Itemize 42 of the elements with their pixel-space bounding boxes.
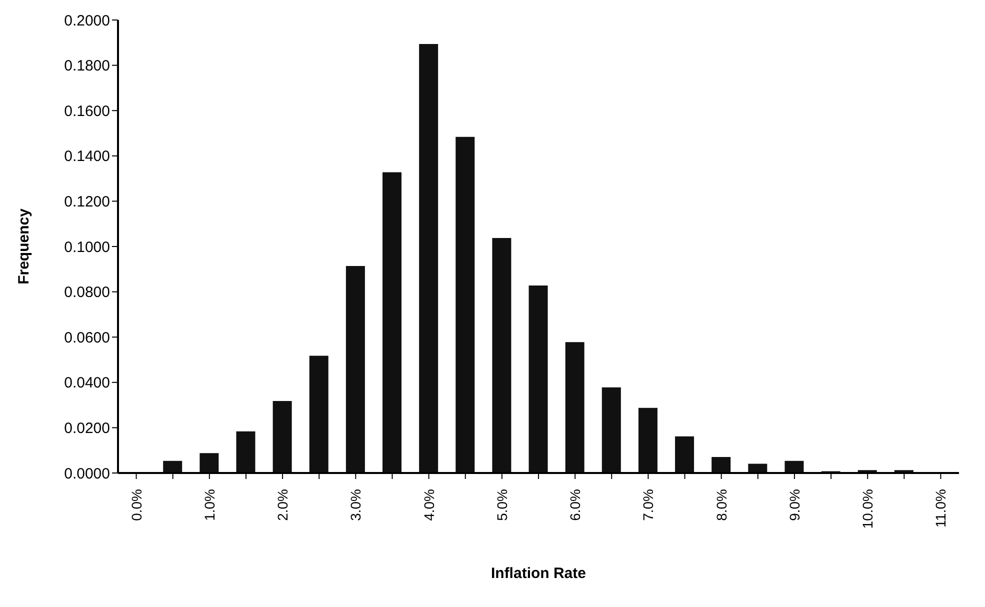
x-tick-label: 2.0% xyxy=(274,489,291,521)
y-tick-label: 0.1000 xyxy=(64,238,110,256)
x-tick-label: 3.0% xyxy=(348,489,364,521)
x-tick-label: 10.0% xyxy=(860,489,876,529)
y-tick-label: 0.1200 xyxy=(64,194,110,211)
bar xyxy=(454,136,476,473)
y-tick-label: 0.0400 xyxy=(64,374,110,392)
x-tick-label: 4.0% xyxy=(420,489,437,521)
bar xyxy=(491,236,512,473)
bar xyxy=(564,341,586,473)
y-tick-label: 0.0800 xyxy=(64,284,110,302)
bar xyxy=(784,460,805,473)
bar xyxy=(272,400,293,473)
x-tick-label: 11.0% xyxy=(932,489,949,528)
x-tick-label: 7.0% xyxy=(640,489,656,521)
y-tick-label: 0.1600 xyxy=(64,102,110,120)
y-tick-label: 0.0600 xyxy=(64,329,110,346)
x-tick-label: 1.0% xyxy=(201,489,218,521)
bar xyxy=(235,430,256,473)
y-tick-label: 0.1400 xyxy=(64,148,110,166)
x-tick-label: 9.0% xyxy=(786,489,802,521)
x-tick-label: 6.0% xyxy=(567,489,584,521)
x-tick-label: 0.0% xyxy=(128,489,144,521)
bar xyxy=(600,386,622,473)
x-tick-label: 8.0% xyxy=(713,489,730,521)
y-tick-label: 0.0000 xyxy=(64,465,110,482)
bar xyxy=(162,460,184,473)
y-tick-label: 0.0200 xyxy=(64,420,110,438)
x-tick-label: 5.0% xyxy=(494,489,510,521)
bar xyxy=(344,265,366,473)
bar xyxy=(382,171,402,473)
bar xyxy=(710,456,732,473)
bar xyxy=(528,284,549,473)
bar xyxy=(674,435,696,473)
y-tick-label: 0.2000 xyxy=(64,12,110,30)
y-axis-title: Frequency xyxy=(15,208,32,284)
bar xyxy=(418,43,440,473)
bar xyxy=(198,452,220,473)
bar xyxy=(308,354,330,473)
bar xyxy=(637,406,658,473)
y-tick-label: 0.1800 xyxy=(64,58,110,75)
x-axis-title: Inflation Rate xyxy=(490,565,586,582)
